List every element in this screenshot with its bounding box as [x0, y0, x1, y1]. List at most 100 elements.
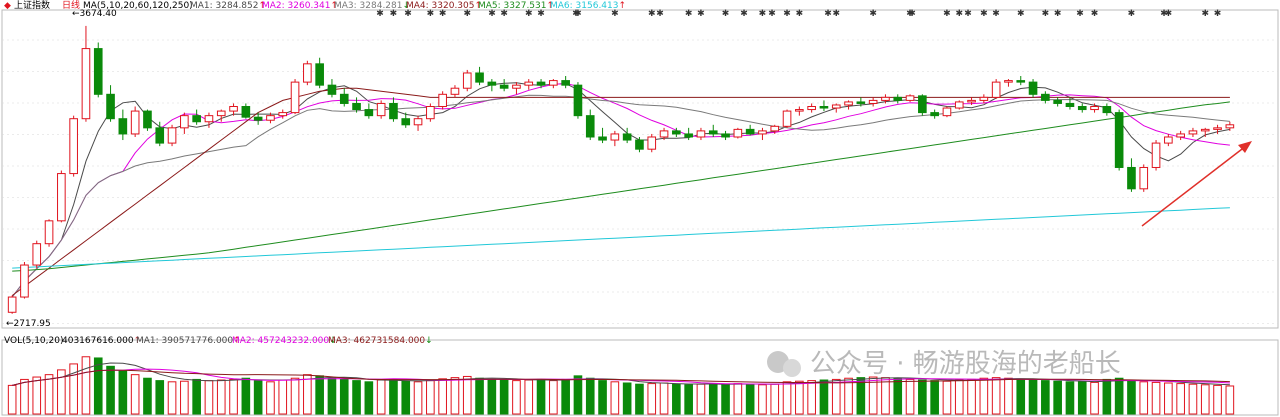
- volume-bar: [57, 369, 66, 415]
- volume-bar: [610, 381, 620, 415]
- candle-body: [130, 110, 140, 135]
- candle-body: [672, 130, 681, 135]
- ma-legend-item: MA3: 3284.281↓: [334, 1, 410, 11]
- volume-bar: [573, 375, 583, 415]
- volume-bar: [942, 380, 952, 415]
- event-marker: ✱: [525, 9, 533, 19]
- volume-bar: [1188, 383, 1198, 415]
- event-marker: ✱: [796, 9, 804, 19]
- volume-bar: [1213, 384, 1222, 415]
- event-marker: ✱: [1017, 9, 1025, 19]
- volume-bar: [844, 377, 853, 415]
- volume-bar: [930, 380, 939, 415]
- event-marker: ✱: [1214, 9, 1222, 19]
- volume-bar: [438, 378, 447, 415]
- event-marker: ✱: [488, 9, 496, 19]
- volume-bar: [536, 378, 546, 415]
- volume-bar: [278, 379, 288, 415]
- candle-body: [81, 48, 91, 120]
- vol-ma-legend-item: MA1: 390571776.000↑: [136, 336, 241, 346]
- volume-bar: [1114, 377, 1124, 415]
- volume-bar: [180, 380, 189, 415]
- candle-body: [561, 80, 570, 86]
- volume-bar: [622, 382, 632, 415]
- event-marker: ✱: [908, 9, 916, 19]
- vol-value: 403167616.000↑: [62, 336, 141, 346]
- volume-bar: [20, 378, 29, 415]
- candle-body: [389, 102, 398, 120]
- volume-bar: [795, 380, 804, 415]
- candle-body: [733, 128, 743, 138]
- event-marker: ✱: [906, 9, 914, 19]
- volume-bar: [585, 377, 595, 415]
- candle-body: [954, 101, 964, 109]
- candle-body: [967, 99, 976, 103]
- volume-panel-border: [1, 339, 1279, 416]
- volume-bar: [991, 377, 1001, 415]
- vol-ma-legend-item: MA3: 462731584.000↓: [328, 336, 433, 346]
- candle-body: [905, 95, 915, 101]
- volume-bar: [413, 381, 423, 415]
- ma-legend-item: MA5: 3327.531↑: [478, 1, 554, 11]
- candle-body: [143, 110, 152, 129]
- candle-body: [549, 80, 558, 86]
- candle-body: [1090, 106, 1099, 111]
- candle-body: [7, 296, 17, 313]
- volume-bar: [487, 378, 497, 415]
- trend-arrow: [1141, 141, 1252, 227]
- event-marker: ✱: [1128, 9, 1136, 19]
- volume-bar: [1053, 380, 1062, 415]
- volume-bar: [635, 383, 644, 415]
- candle-body: [57, 173, 66, 222]
- volume-bar: [807, 380, 816, 415]
- candle-body: [426, 106, 435, 120]
- high-label: ←3674.40: [72, 9, 117, 19]
- volume-bar: [1065, 381, 1075, 415]
- event-marker: ✱: [404, 9, 412, 19]
- volume-bar: [1151, 381, 1161, 415]
- candle-body: [20, 264, 29, 298]
- volume-bar: [1225, 385, 1235, 415]
- candle-body: [475, 72, 484, 83]
- candle-body: [930, 112, 939, 117]
- volume-bar: [401, 380, 411, 415]
- volume-bar: [1028, 379, 1038, 415]
- candle-body: [758, 130, 767, 135]
- ma-line-ma5: [12, 101, 1230, 272]
- candle-body: [327, 84, 337, 95]
- candle-body: [1200, 128, 1210, 132]
- candle-body: [807, 106, 816, 111]
- candle-body: [241, 106, 251, 118]
- candle-body: [290, 81, 300, 114]
- candle-body: [942, 107, 952, 117]
- candle-body: [536, 81, 546, 86]
- candle-body: [438, 93, 447, 108]
- candle-body: [795, 109, 804, 112]
- volume-bar: [893, 377, 903, 415]
- watermark-text: 公众号 · 畅游股海的老船长: [810, 349, 1121, 379]
- candle-body: [364, 109, 374, 117]
- vol-ma-line-ma3: [12, 369, 1230, 386]
- volume-bar: [561, 378, 570, 415]
- candle-body: [1151, 142, 1161, 168]
- volume-bar: [376, 379, 386, 415]
- event-marker: ✱: [439, 9, 447, 19]
- event-marker: ✱: [869, 9, 877, 19]
- candle-body: [918, 95, 927, 114]
- candle-body: [266, 115, 275, 121]
- candle-body: [1139, 166, 1149, 190]
- event-marker: ✱: [376, 9, 384, 19]
- ma-params: MA(5,10,20,60,120,250): [83, 1, 193, 11]
- price-panel-border: [1, 9, 1279, 329]
- candle-body: [1102, 106, 1112, 114]
- candle-body: [856, 101, 866, 104]
- event-marker: ✱: [1160, 9, 1168, 19]
- volume-bar: [426, 380, 435, 415]
- candle-body: [376, 102, 386, 117]
- candle-body: [1176, 133, 1185, 138]
- volume-bar: [770, 383, 780, 415]
- ma-legend-item: MA4: 3320.305↑: [406, 1, 482, 11]
- volume-bar: [868, 376, 878, 415]
- volume-bar: [819, 379, 829, 415]
- volume-bar: [229, 378, 238, 415]
